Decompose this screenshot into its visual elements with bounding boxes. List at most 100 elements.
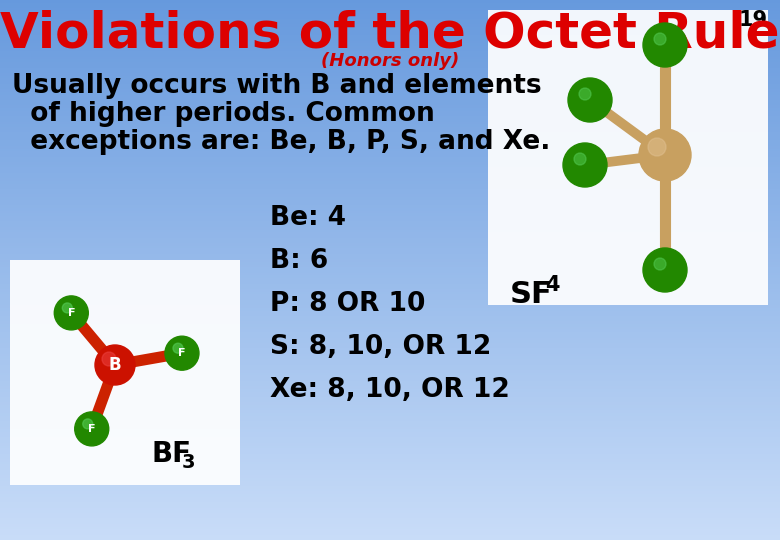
Bar [0, 23, 780, 27]
Bar [0, 531, 780, 535]
Bar [0, 93, 780, 97]
Bar [0, 285, 780, 289]
Bar [0, 253, 780, 256]
Bar [0, 88, 780, 92]
Bar [0, 237, 780, 240]
Bar [0, 112, 780, 116]
Circle shape [648, 138, 666, 156]
Bar [0, 536, 780, 540]
Text: (Honors only): (Honors only) [321, 52, 459, 70]
Bar [0, 401, 780, 405]
Bar [0, 507, 780, 510]
Bar [0, 215, 780, 219]
Bar [0, 399, 780, 402]
Bar [0, 474, 780, 478]
Bar [0, 312, 780, 316]
Circle shape [165, 336, 199, 370]
Bar [0, 374, 780, 378]
Circle shape [102, 352, 116, 366]
Bar [0, 131, 780, 135]
Circle shape [579, 88, 591, 100]
Bar [0, 39, 780, 43]
Circle shape [62, 303, 73, 313]
Bar [0, 77, 780, 81]
Bar [0, 525, 780, 529]
Bar [0, 304, 780, 308]
Bar [0, 469, 780, 472]
Bar [0, 96, 780, 100]
Bar [0, 498, 780, 502]
Text: F: F [68, 308, 75, 318]
Bar [0, 318, 780, 321]
Bar [0, 85, 780, 89]
Bar [0, 453, 780, 456]
Bar [0, 196, 780, 200]
Bar [0, 501, 780, 505]
Bar [0, 293, 780, 297]
Circle shape [563, 143, 607, 187]
Bar [0, 158, 780, 162]
Bar [0, 447, 780, 451]
Bar [0, 515, 780, 518]
Text: 3: 3 [182, 453, 196, 472]
Text: Usually occurs with B and elements: Usually occurs with B and elements [12, 73, 541, 99]
Bar [0, 534, 780, 537]
Bar [0, 404, 780, 408]
Bar [0, 188, 780, 192]
Text: 4: 4 [545, 275, 559, 295]
Bar [0, 183, 780, 186]
Bar [0, 66, 780, 70]
Bar [0, 488, 780, 491]
Bar [0, 274, 780, 278]
Text: Be: 4: Be: 4 [270, 205, 346, 231]
Text: SF: SF [510, 280, 553, 309]
Bar [0, 388, 780, 392]
Bar [0, 366, 780, 370]
Bar [0, 53, 780, 57]
Bar [0, 58, 780, 62]
Bar [0, 396, 780, 400]
Bar [0, 21, 780, 24]
Bar [0, 177, 780, 181]
Bar [0, 280, 780, 284]
Bar [0, 504, 780, 508]
Bar [0, 444, 780, 448]
Bar [0, 380, 780, 383]
Bar [0, 266, 780, 270]
Bar [0, 471, 780, 475]
Bar [0, 461, 780, 464]
Bar [0, 309, 780, 313]
Bar [0, 358, 780, 362]
Bar [0, 250, 780, 254]
Bar [0, 31, 780, 35]
Text: of higher periods. Common: of higher periods. Common [12, 101, 434, 127]
Circle shape [75, 412, 108, 446]
Bar [0, 272, 780, 275]
Text: P: 8 OR 10: P: 8 OR 10 [270, 291, 425, 317]
Circle shape [95, 345, 135, 385]
Bar [0, 153, 780, 157]
Bar [0, 145, 780, 148]
Bar [0, 212, 780, 216]
Bar [0, 385, 780, 389]
Circle shape [574, 153, 586, 165]
Bar [0, 193, 780, 197]
Bar [0, 420, 780, 424]
Bar [0, 342, 780, 346]
Bar [0, 436, 780, 440]
Bar [0, 80, 780, 84]
Bar [10, 260, 240, 485]
Bar [0, 301, 780, 305]
Bar [0, 291, 780, 294]
Bar [0, 264, 780, 267]
Bar [0, 15, 780, 19]
Bar [0, 423, 780, 427]
Bar [0, 458, 780, 462]
Text: F: F [178, 348, 186, 358]
Bar [0, 245, 780, 248]
Bar [0, 477, 780, 481]
Bar [0, 255, 780, 259]
Circle shape [173, 343, 183, 353]
Bar [0, 37, 780, 40]
Bar [0, 191, 780, 194]
